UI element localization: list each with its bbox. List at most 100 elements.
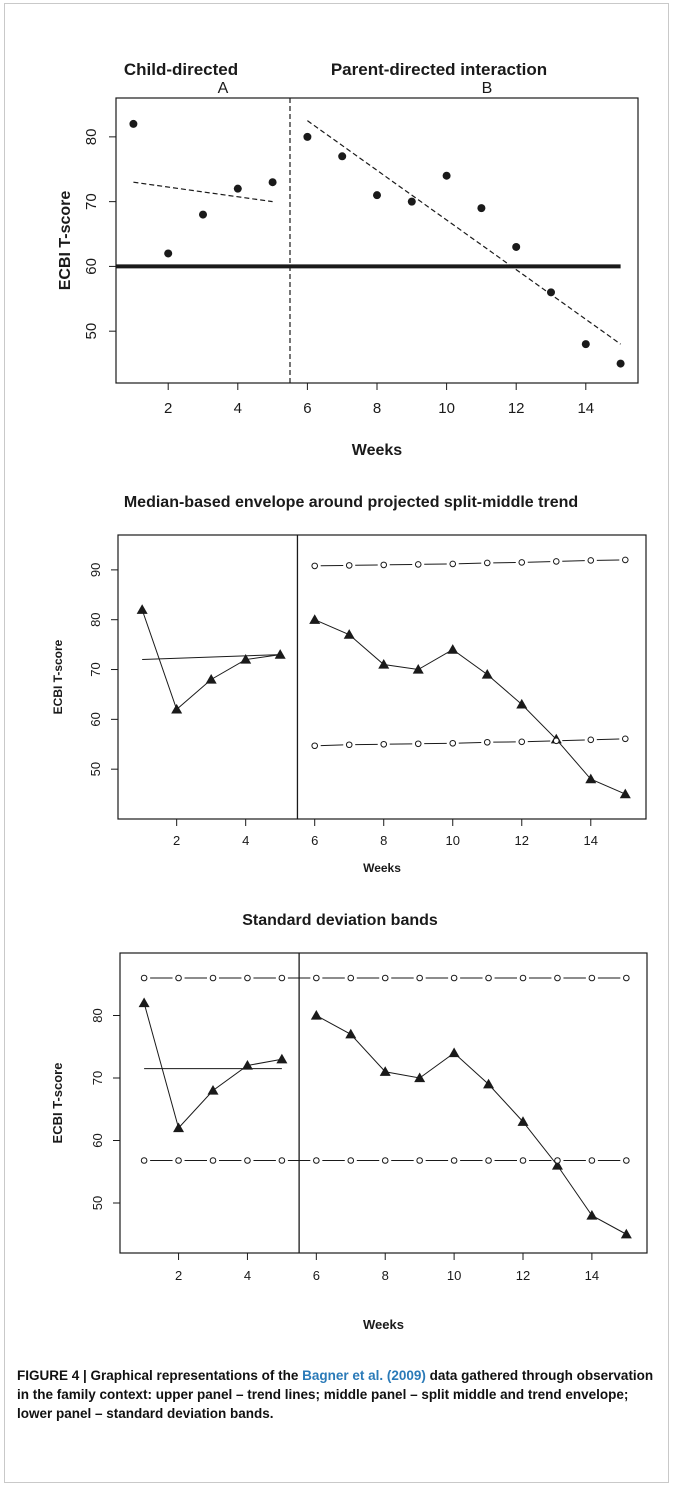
y-tick-label: 60 [90,1133,105,1147]
sd-band-lower-point [450,1157,458,1164]
chart-title: Median-based envelope around projected s… [124,494,578,511]
envelope-lower-point [621,735,629,743]
trend-line-phase-b [307,120,621,345]
y-tick-label: 80 [90,1008,105,1022]
trend-lines-chart: 2 4 6 8 10 12 14 50 60 70 80 Weeks ECBI T-score Child… [57,60,639,459]
y-axis-label: ECBI T-score [57,191,74,291]
sd-band-upper-point [244,974,251,982]
plot-frame [115,97,639,384]
envelope-lower-point [380,740,388,748]
y-tick-label: 90 [88,563,103,577]
x-tick-label: 14 [584,833,598,848]
data-triangle [483,1078,495,1089]
data-triangle [207,1085,219,1095]
x-tick-label: 4 [244,1268,251,1283]
data-point [338,152,347,161]
envelope-lower-point [483,738,491,746]
data-point [268,178,277,187]
y-tick-label: 70 [88,662,103,676]
x-axis-label: Weeks [363,1317,404,1332]
y-tick-label: 50 [90,1196,105,1210]
sd-band-lower-point [623,1157,630,1164]
x-tick-label: 10 [446,833,460,848]
caption-citation-link[interactable]: Bagner et al. (2009) [302,1368,426,1383]
x-tick-label: 2 [173,833,180,848]
data-triangle [240,654,252,664]
envelope-upper-segment [562,560,585,562]
x-tick-label: 2 [164,400,172,417]
phase-label-a: A [218,80,229,97]
data-triangle [414,1072,426,1083]
envelope-lower-point [552,737,560,745]
envelope-upper-point [311,562,319,570]
envelope-upper-point [552,558,560,565]
x-tick-label: 4 [242,833,249,848]
envelope-upper-point [483,559,491,567]
sd-band-upper-point [623,974,630,982]
data-triangle [173,1122,185,1133]
phase-title-parent-directed: Parent-directed interaction [331,60,547,79]
sd-band-lower-point [347,1157,355,1164]
data-triangle [586,1210,598,1220]
sd-band-lower-point [381,1157,389,1164]
x-tick-label: 8 [380,833,387,848]
data-point [233,184,242,193]
envelope-upper-point [518,559,526,566]
sd-band-upper-point [416,974,423,982]
sd-band-upper-point [209,974,217,982]
envelope-lower-segment [320,744,344,747]
data-triangle [241,1060,253,1070]
sd-band-lower-point [278,1157,286,1164]
envelope-lower-point [518,738,526,746]
envelope-upper-point [414,561,422,568]
x-tick-label: 14 [585,1268,599,1283]
y-tick-label: 70 [90,1071,105,1085]
sd-band-lower-point [588,1157,596,1164]
sd-band-lower-point [554,1157,561,1164]
data-point [547,288,555,297]
split-middle-envelope-panel: 2 4 6 8 10 12 14 50 60 70 80 90 Weeks ECBI T-score Med… [40,478,660,898]
sd-band-lower-point [313,1157,320,1164]
envelope-upper-point [345,562,353,569]
sd-bands-panel: 2 4 6 8 10 12 14 50 60 70 80 Weeks ECBI T-score Stand… [40,898,660,1332]
data-triangle [274,649,286,659]
y-tick-label: 50 [88,762,103,776]
y-axis-label: ECBI T-score [50,1063,65,1144]
sd-band-lower-point [485,1157,492,1164]
data-point [442,171,451,180]
figure-frame [4,3,669,1483]
sd-bands-chart: 2 4 6 8 10 12 14 50 60 70 80 Weeks ECBI T-score Stand… [50,912,648,1332]
data-point [373,191,381,200]
data-triangle [379,1066,391,1076]
caption-label: FIGURE 4 | Graphical representations of … [17,1368,303,1383]
x-tick-label: 12 [516,1268,530,1283]
envelope-upper-segment [458,562,482,565]
split-middle-trend-a [142,654,281,661]
data-triangle [412,664,424,674]
envelope-lower-segment [458,741,482,744]
sd-band-upper-point [450,974,458,982]
data-triangle [205,673,217,684]
envelope-upper-point [621,556,629,564]
sd-band-lower-point [519,1157,527,1164]
plot-frame [119,952,648,1254]
x-tick-label: 2 [175,1268,182,1283]
sd-band-lower-point [244,1157,251,1164]
trend-lines-panel: 2 4 6 8 10 12 14 50 60 70 80 Weeks ECBI T-score Child… [40,45,660,480]
x-tick-label: 6 [311,833,318,848]
envelope-lower-point [345,741,353,749]
x-tick-label: 4 [234,400,242,417]
x-tick-label: 6 [303,400,311,417]
data-triangle [309,614,321,624]
sd-band-lower-point [209,1157,217,1164]
data-point [303,132,312,141]
data-triangle [516,698,528,709]
chart-title: Standard deviation bands [242,912,438,929]
figure-caption: FIGURE 4 | Graphical representations of … [17,1366,657,1423]
sd-band-upper-point [313,974,320,982]
y-axis-label: ECBI T-score [51,639,65,714]
data-line-phase-a [141,609,281,711]
envelope-lower-point [587,736,595,744]
envelope-lower-segment [527,740,551,743]
data-line-phase-b [314,619,626,795]
